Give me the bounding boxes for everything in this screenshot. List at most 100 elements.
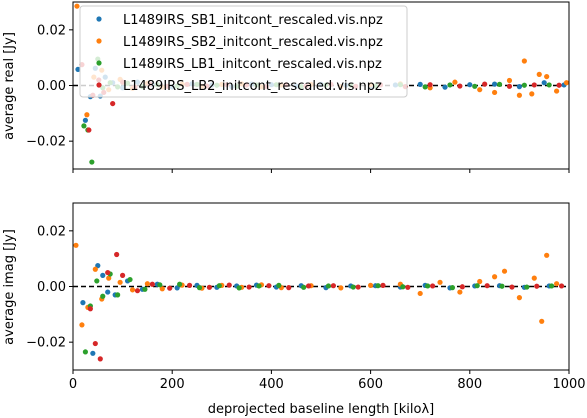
top-data-point — [541, 80, 547, 86]
bottom-x-tick-label: 1000 — [552, 377, 585, 392]
top-y-tick-label: 0.02 — [37, 23, 66, 38]
top-data-point — [506, 77, 513, 84]
bottom-series-1 — [80, 263, 552, 356]
legend-entry-label: L1489IRS_SB1_initcont_rescaled.vis.npz — [123, 13, 383, 28]
bottom-data-point — [106, 275, 112, 281]
bottom-data-point — [100, 293, 106, 299]
top-data-point — [563, 80, 570, 86]
bottom-data-point — [544, 252, 550, 258]
bottom-data-point — [400, 284, 406, 290]
bottom-data-point — [87, 306, 93, 312]
top-data-point — [89, 159, 95, 165]
bottom-data-point — [134, 288, 141, 294]
top-data-point — [516, 92, 523, 98]
bottom-data-point — [501, 268, 508, 274]
bottom-data-point — [449, 285, 456, 291]
top-data-point — [536, 71, 542, 77]
bottom-data-point — [338, 285, 344, 291]
bottom-data-point — [216, 283, 222, 289]
top-data-point — [110, 100, 116, 107]
bottom-data-point — [127, 276, 133, 283]
bottom-data-point — [499, 283, 505, 289]
bottom-data-point — [286, 285, 292, 291]
bottom-data-point — [301, 284, 307, 290]
bottom-data-point — [474, 283, 480, 289]
bottom-data-point — [276, 282, 282, 288]
bottom-data-point — [558, 283, 565, 289]
bottom-data-point — [144, 281, 150, 287]
bottom-data-point — [534, 283, 540, 289]
bottom-y-axis-label: average imag [Jy] — [2, 229, 17, 345]
bottom-data-point — [115, 292, 121, 298]
top-data-point — [521, 82, 527, 88]
bottom-data-point — [266, 283, 272, 289]
bottom-data-point — [554, 281, 560, 287]
bottom-data-point — [405, 284, 411, 290]
bottom-x-tick-label: 800 — [457, 377, 482, 392]
bottom-data-point — [425, 283, 431, 289]
bottom-series-4 — [87, 251, 565, 362]
legend: L1489IRS_SB1_initcont_rescaled.vis.npz L1… — [79, 5, 408, 98]
bottom-x-tick-label: 600 — [358, 377, 383, 392]
bottom-data-point — [492, 274, 498, 280]
top-data-point — [554, 88, 560, 94]
legend-entry-label: L1489IRS_SB2_initcont_rescaled.vis.npz — [123, 35, 383, 50]
top-data-point — [82, 117, 88, 123]
top-y-tick-label: 0.00 — [37, 79, 66, 94]
bottom-data-point — [380, 282, 386, 288]
bottom-data-point — [226, 282, 232, 288]
bottom-data-point — [114, 251, 120, 258]
legend-marker — [96, 82, 102, 88]
bottom-data-point — [142, 286, 148, 292]
bottom-data-point — [256, 283, 262, 289]
legend-marker — [96, 16, 102, 22]
bottom-data-point — [177, 281, 183, 287]
top-data-point — [74, 3, 80, 9]
bottom-data-point — [549, 283, 555, 289]
bottom-data-point — [459, 284, 465, 290]
top-data-point — [86, 127, 92, 133]
bottom-y-tick-label: −0.02 — [26, 336, 66, 351]
bottom-data-point — [90, 350, 96, 356]
top-data-point — [467, 82, 473, 88]
x-axis-label: deprojected baseline length [kiloλ] — [208, 402, 434, 417]
bottom-data-point — [457, 289, 463, 295]
bottom-data-point — [159, 286, 165, 292]
bottom-data-point — [117, 279, 123, 285]
bottom-data-point — [350, 284, 356, 290]
legend-marker — [96, 38, 102, 44]
bottom-data-point — [105, 269, 111, 276]
top-data-point — [492, 89, 498, 96]
bottom-data-point — [94, 278, 100, 284]
top-data-point — [556, 82, 562, 88]
bottom-data-point — [167, 285, 173, 291]
bottom-data-point — [79, 322, 85, 328]
top-data-point — [417, 81, 423, 87]
bottom-data-point — [524, 284, 530, 290]
bottom-data-point — [330, 283, 336, 289]
bottom-data-point — [368, 282, 374, 288]
bottom-y-tick-label: 0.00 — [37, 280, 66, 295]
bottom-data-point — [80, 300, 86, 306]
legend-marker — [96, 60, 102, 66]
bottom-data-point — [120, 272, 126, 278]
top-data-point — [516, 84, 523, 90]
bottom-data-point — [149, 281, 155, 287]
top-data-point — [544, 73, 550, 80]
legend-box — [79, 5, 408, 98]
bottom-data-point — [73, 242, 79, 248]
bottom-data-point — [82, 349, 88, 355]
top-data-point — [482, 81, 488, 87]
top-data-point — [531, 82, 537, 88]
bottom-data-point — [157, 282, 163, 288]
bottom-data-point — [306, 283, 312, 289]
bottom-data-point — [539, 318, 545, 324]
top-data-point — [477, 87, 483, 93]
bottom-data-point — [437, 279, 443, 285]
top-data-point — [546, 82, 552, 88]
bottom-x-tick-label: 200 — [160, 377, 185, 392]
bottom-data-point — [100, 272, 106, 278]
top-y-axis-label: average real [Jy] — [2, 32, 17, 140]
top-data-point — [452, 79, 458, 85]
